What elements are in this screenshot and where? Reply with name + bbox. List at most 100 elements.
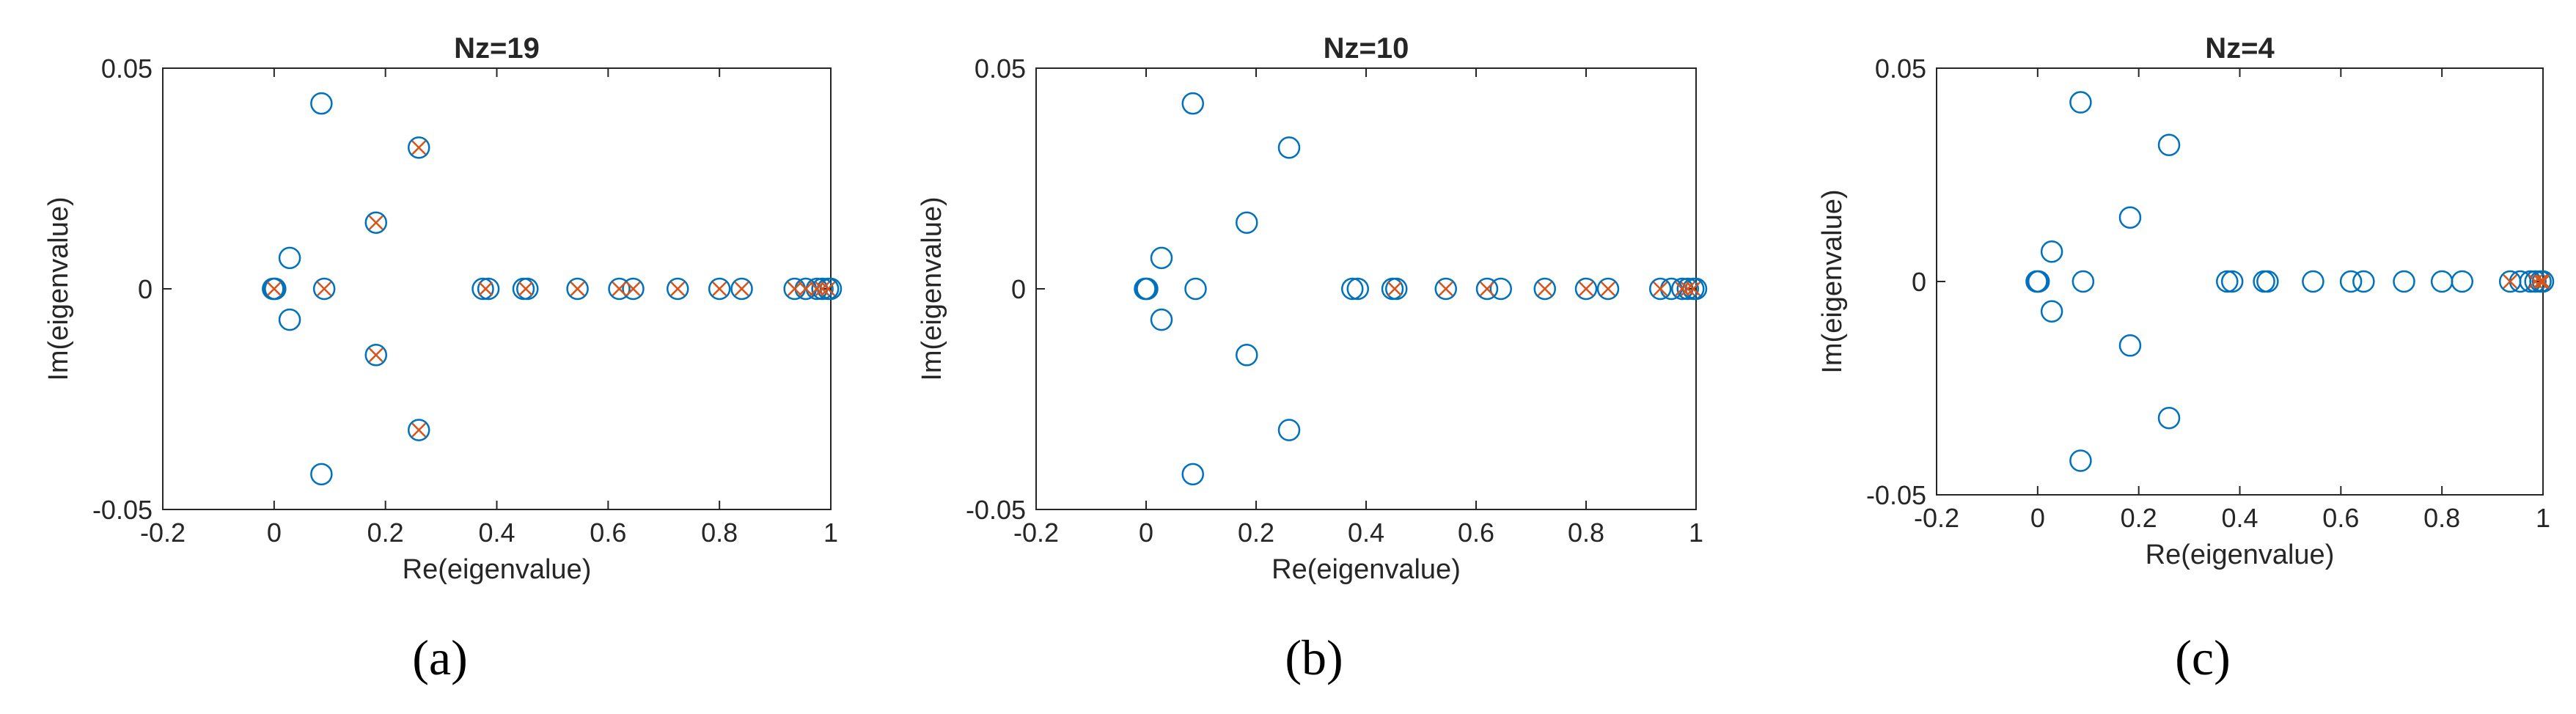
eigenvalue-circle-marker	[1574, 277, 1598, 301]
eigenvalue-circle-marker	[1236, 211, 1258, 234]
eigenvalue-circle-marker	[1184, 277, 1207, 301]
eigenvalue-circle-marker	[1341, 277, 1364, 301]
eigenvalue-circle-marker	[312, 277, 336, 301]
eigenvalue-circle-marker	[811, 277, 834, 301]
eigenvalue-circle-marker	[2040, 240, 2063, 263]
eigenvalue-circle-marker	[1385, 277, 1408, 301]
y-tick-label: 0.05	[975, 54, 1026, 84]
eigenvalue-circle-marker	[310, 92, 333, 115]
eigenvalue-circle-marker	[1676, 277, 1699, 301]
x-marker-stroke	[1680, 281, 1695, 296]
x-tick-label: -0.2	[140, 518, 186, 548]
x-tick-label: 0.2	[1238, 518, 1274, 548]
x-tick-label: -0.2	[1914, 503, 1959, 533]
selected-x-marker	[1537, 281, 1552, 296]
x-marker-stroke	[821, 281, 836, 296]
selected-x-marker	[1438, 281, 1453, 296]
selected-x-marker	[570, 281, 585, 296]
eigenvalue-circle-marker	[1489, 277, 1512, 301]
eigenvalue-circle-marker	[2118, 206, 2142, 229]
eigenvalue-circle-marker	[1150, 308, 1173, 331]
eigenvalue-circle-marker	[2302, 270, 2324, 293]
selected-x-marker	[1686, 281, 1701, 296]
x-marker-stroke	[2503, 274, 2518, 289]
eigenvalue-circle-marker	[666, 277, 689, 301]
eigenvalue-circle-marker	[2352, 270, 2375, 293]
selected-x-marker	[2536, 274, 2550, 289]
chart-title: Nz=4	[2205, 32, 2275, 65]
x-tick-label: 1	[1689, 518, 1703, 548]
x-axis-label: Re(eigenvalue)	[2146, 540, 2335, 570]
chart-title: Nz=19	[454, 32, 540, 65]
eigenvalue-circle-marker	[264, 277, 287, 301]
selected-x-marker	[798, 281, 813, 296]
eigenvalue-circle-marker	[2393, 270, 2415, 293]
x-tick-label: 0.8	[1568, 518, 1604, 548]
x-marker-stroke	[1537, 281, 1552, 296]
eigenvalue-circle-marker	[2256, 270, 2279, 293]
subfigure-caption: (b)	[1285, 630, 1343, 685]
selected-x-marker	[1579, 281, 1593, 296]
eigenvalue-circle-marker	[819, 277, 843, 301]
eigenvalue-circle-marker	[1181, 92, 1204, 115]
chart-panel: -0.2 0 0.2 0.4 0.6 0.8 1 -0.05 0 0.05 Nz=4 Re(eigen…	[1817, 32, 2555, 685]
x-tick-label: 0.2	[2121, 503, 2157, 533]
x-axis-label: Re(eigenvalue)	[403, 554, 592, 585]
eigenvalue-circle-marker	[708, 277, 731, 301]
selected-x-marker	[411, 140, 427, 155]
eigenvalue-circle-marker	[364, 211, 388, 234]
selected-x-marker	[1680, 281, 1695, 296]
eigenvalue-circle-marker	[516, 277, 539, 301]
x-tick-label: 1	[823, 518, 838, 548]
eigenvalue-circle-marker	[2157, 406, 2181, 430]
selected-x-marker	[670, 281, 686, 296]
x-marker-stroke	[478, 281, 493, 296]
eigenvalue-circle-marker	[407, 419, 430, 441]
x-tick-label: -0.2	[1013, 518, 1059, 548]
x-marker-stroke	[1480, 281, 1494, 296]
x-marker-stroke	[1653, 281, 1668, 296]
eigenvalue-circle-marker	[477, 277, 500, 301]
x-marker-stroke	[1438, 281, 1453, 296]
subfigure-caption: (c)	[2175, 630, 2230, 685]
x-tick-label: 0.8	[701, 518, 738, 548]
x-tick-label: 1	[2536, 503, 2550, 533]
x-marker-stroke	[411, 140, 427, 155]
y-tick-label: 0.05	[1875, 54, 1926, 84]
eigenvalue-circle-marker	[1475, 277, 1499, 301]
eigenvalue-circle-marker	[278, 246, 301, 270]
x-marker-stroke	[368, 215, 384, 230]
x-tick-label: 0.6	[590, 518, 626, 548]
selected-x-marker	[518, 281, 533, 296]
x-tick-label: 0.6	[1458, 518, 1494, 548]
x-tick-label: 0.4	[478, 518, 515, 548]
x-marker-stroke	[625, 281, 641, 296]
x-marker-stroke	[612, 281, 627, 296]
selected-x-marker	[2533, 274, 2548, 289]
selected-x-marker	[368, 347, 384, 363]
x-marker-stroke	[317, 281, 332, 296]
eigenvalue-circle-marker	[2027, 270, 2050, 293]
selected-x-marker	[787, 281, 802, 296]
x-marker-stroke	[1675, 281, 1690, 296]
selected-x-marker	[2503, 274, 2518, 289]
eigenvalue-circle-marker	[2220, 270, 2244, 293]
x-marker-stroke	[1601, 281, 1615, 296]
x-tick-label: 0	[1139, 518, 1153, 548]
selected-x-marker	[478, 281, 493, 296]
y-tick-label: 0	[1011, 274, 1026, 304]
x-tick-label: 0	[267, 518, 282, 548]
eigenvalue-circle-marker	[566, 277, 589, 301]
eigenvalue-circle-marker	[2524, 270, 2547, 293]
x-marker-stroke	[266, 281, 282, 296]
eigenvalue-circle-marker	[1684, 277, 1708, 301]
selected-x-marker	[411, 422, 427, 438]
x-marker-stroke	[1686, 281, 1701, 296]
x-marker-stroke	[1387, 281, 1402, 296]
x-marker-stroke	[570, 281, 585, 296]
chart-title: Nz=10	[1324, 32, 1409, 65]
selected-x-marker	[625, 281, 641, 296]
x-marker-stroke	[815, 281, 830, 296]
eigenvalue-circle-marker	[1277, 419, 1301, 441]
x-marker-stroke	[810, 281, 824, 296]
